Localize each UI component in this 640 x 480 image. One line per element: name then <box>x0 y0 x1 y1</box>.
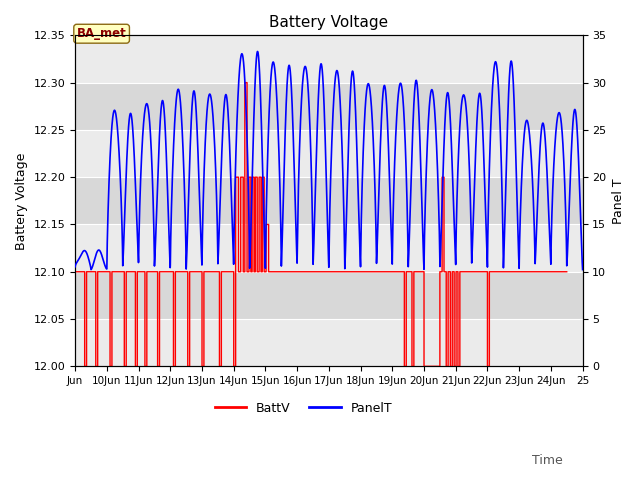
Bar <box>75 225 582 272</box>
Bar <box>75 177 582 225</box>
Legend: BattV, PanelT: BattV, PanelT <box>210 396 397 420</box>
Text: Time: Time <box>532 454 563 467</box>
Title: Battery Voltage: Battery Voltage <box>269 15 388 30</box>
Bar <box>75 272 582 319</box>
Text: BA_met: BA_met <box>77 27 127 40</box>
Bar <box>75 319 582 366</box>
Y-axis label: Battery Voltage: Battery Voltage <box>15 152 28 250</box>
Bar <box>75 130 582 177</box>
Bar <box>75 83 582 130</box>
Y-axis label: Panel T: Panel T <box>612 178 625 224</box>
Bar <box>75 36 582 83</box>
